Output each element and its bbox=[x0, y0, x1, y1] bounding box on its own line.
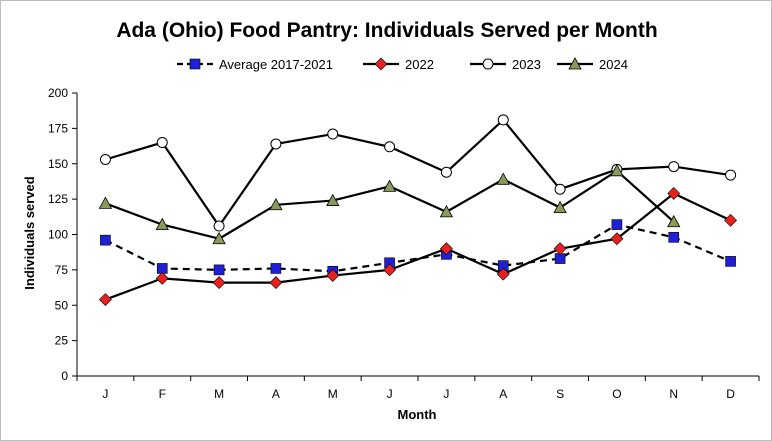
data-point bbox=[496, 267, 510, 281]
legend-marker bbox=[374, 57, 388, 71]
data-point bbox=[553, 200, 567, 214]
legend-item: 2022 bbox=[363, 57, 434, 72]
data-point bbox=[156, 137, 168, 149]
data-point bbox=[667, 187, 681, 200]
x-tick-label: J bbox=[443, 387, 449, 401]
data-point bbox=[213, 220, 225, 232]
data-point bbox=[269, 276, 283, 290]
x-tick-label: F bbox=[159, 387, 166, 401]
data-point bbox=[155, 271, 169, 285]
x-tick-label: J bbox=[102, 387, 108, 401]
legend-label: 2022 bbox=[405, 57, 434, 72]
legend-marker bbox=[568, 57, 582, 70]
legend-label: Average 2017-2021 bbox=[219, 57, 333, 72]
data-point bbox=[213, 264, 225, 276]
axes: 0 25 50 75 100 125 150 175 200 J F M A M J J A S O N D bbox=[48, 86, 760, 401]
y-tick-label: 150 bbox=[48, 157, 68, 171]
series-2022 bbox=[98, 187, 738, 307]
data-point bbox=[327, 128, 339, 140]
chart-title: Ada (Ohio) Food Pantry: Individuals Serv… bbox=[116, 19, 657, 42]
y-tick-label: 100 bbox=[48, 228, 68, 242]
x-tick-label: M bbox=[328, 387, 338, 401]
data-point bbox=[496, 172, 510, 185]
y-tick-label: 25 bbox=[55, 334, 69, 348]
data-point bbox=[440, 166, 452, 178]
data-point bbox=[725, 256, 736, 267]
x-tick-label: D bbox=[726, 387, 735, 401]
series-line bbox=[105, 192, 732, 301]
legend-item: 2023 bbox=[470, 57, 541, 72]
y-axis-title: Individuals served bbox=[22, 176, 37, 289]
data-point bbox=[99, 154, 111, 166]
data-point bbox=[269, 197, 283, 211]
y-tick-label: 200 bbox=[48, 86, 68, 100]
x-tick-label: S bbox=[556, 387, 564, 401]
x-tick-label: N bbox=[669, 387, 678, 401]
data-point bbox=[667, 214, 681, 228]
x-tick-label: A bbox=[272, 387, 280, 401]
legend-marker bbox=[189, 58, 201, 70]
data-point bbox=[384, 141, 396, 153]
data-point bbox=[439, 205, 454, 218]
data-point bbox=[326, 193, 340, 206]
data-point bbox=[668, 161, 680, 173]
data-point bbox=[326, 269, 340, 282]
data-point bbox=[270, 263, 282, 274]
data-point bbox=[98, 196, 113, 209]
y-tick-label: 125 bbox=[48, 192, 68, 206]
x-tick-label: M bbox=[214, 387, 224, 401]
y-tick-label: 75 bbox=[55, 263, 69, 277]
x-tick-label: A bbox=[499, 387, 507, 401]
data-point bbox=[610, 232, 624, 246]
data-point bbox=[439, 242, 453, 256]
legend-item: Average 2017-2021 bbox=[177, 57, 333, 72]
data-point bbox=[212, 231, 226, 245]
data-point bbox=[155, 217, 169, 230]
data-point bbox=[497, 114, 509, 126]
legend-marker bbox=[482, 58, 494, 70]
data-point bbox=[553, 242, 567, 256]
data-point bbox=[382, 179, 397, 192]
data-point bbox=[668, 232, 680, 243]
series-2024 bbox=[98, 163, 681, 245]
y-tick-label: 50 bbox=[55, 298, 69, 312]
data-point bbox=[270, 138, 282, 150]
data-point bbox=[98, 293, 112, 307]
series-layer bbox=[98, 114, 738, 307]
data-point bbox=[611, 219, 623, 230]
x-tick-label: O bbox=[612, 387, 621, 401]
legend-label: 2024 bbox=[599, 57, 628, 72]
y-tick-label: 0 bbox=[61, 369, 68, 383]
y-tick-label: 175 bbox=[48, 121, 68, 135]
legend-label: 2023 bbox=[512, 57, 541, 72]
legend-item: 2024 bbox=[557, 57, 628, 72]
data-point bbox=[725, 169, 737, 181]
series-line bbox=[105, 118, 731, 228]
series-average-2017-2021 bbox=[100, 219, 736, 277]
series-line bbox=[104, 223, 732, 273]
data-point bbox=[212, 276, 226, 290]
data-point bbox=[100, 234, 111, 246]
data-point bbox=[724, 213, 738, 227]
legend: Average 2017-2021 2022 2023 2024 bbox=[177, 57, 628, 72]
x-tick-label: J bbox=[387, 387, 393, 401]
series-2023 bbox=[99, 114, 737, 232]
data-point bbox=[383, 263, 397, 277]
data-point bbox=[554, 183, 566, 195]
x-axis-title: Month bbox=[398, 407, 437, 422]
data-point bbox=[610, 163, 624, 177]
